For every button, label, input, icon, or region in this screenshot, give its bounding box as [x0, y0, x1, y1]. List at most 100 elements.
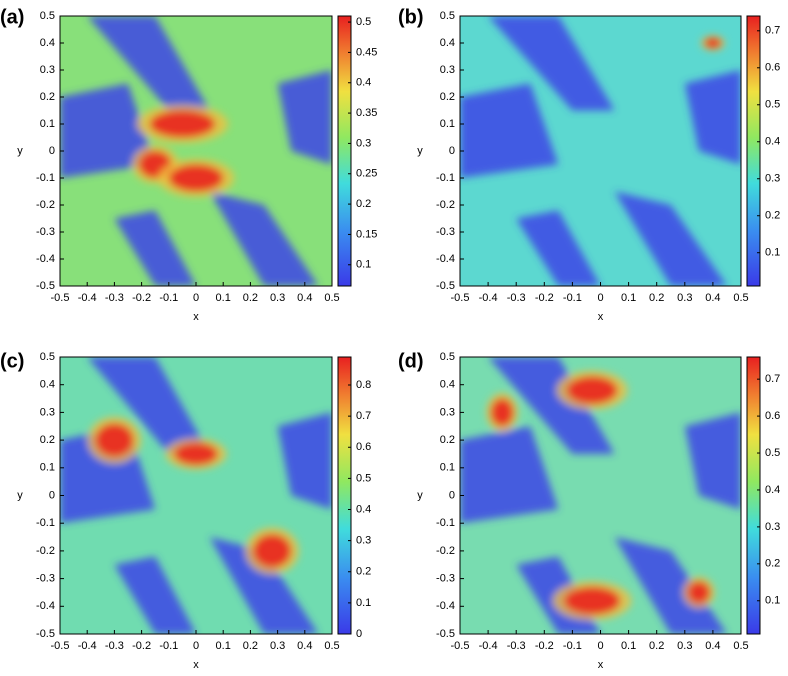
panel: -0.5 -0.4 -0.3 -0.2 -0.1 0 0.1 0.2 0.3 0.4 0.5 -0.5… [398, 350, 780, 671]
x-tick-label: 0.2 [243, 640, 258, 652]
y-tick-label: 0.3 [40, 64, 55, 76]
colorbar-tick-label: 0.1 [765, 595, 780, 607]
field-high [174, 442, 218, 466]
y-tick-label: 0.5 [40, 351, 55, 363]
field-low [684, 70, 741, 165]
x-tick-label: 0.4 [705, 292, 720, 304]
y-tick-label: -0.4 [36, 600, 55, 612]
y-tick-label: 0 [49, 489, 55, 501]
y-tick-label: 0.4 [440, 379, 455, 391]
field [460, 357, 741, 634]
y-tick-label: -0.3 [36, 226, 55, 238]
x-tick-label: -0.2 [132, 292, 151, 304]
x-tick-label: 0.5 [733, 292, 748, 304]
y-tick-label: 0.2 [440, 91, 455, 103]
y-tick-label: -0.2 [436, 545, 455, 557]
y-tick-label: 0.1 [440, 118, 455, 130]
field-low [460, 426, 559, 524]
y-tick-label: 0 [49, 145, 55, 157]
y-tick-label: -0.4 [436, 253, 455, 265]
panel-label: (b) [398, 6, 424, 28]
y-tick-label: 0.3 [440, 406, 455, 418]
field [460, 16, 741, 286]
x-tick-label: -0.5 [51, 640, 70, 652]
x-tick-label: 0.2 [649, 640, 664, 652]
field-blur [60, 16, 332, 286]
panel: -0.5 -0.4 -0.3 -0.2 -0.1 0 0.1 0.2 0.3 0.4 0.5 -0.5… [0, 6, 377, 323]
y-tick-label: 0.3 [40, 406, 55, 418]
x-tick-label: -0.2 [535, 640, 554, 652]
field-high [687, 581, 711, 604]
colorbar-tick-label: 0.4 [765, 136, 780, 148]
x-tick-label: 0.3 [677, 640, 692, 652]
x-tick-label: 0.5 [324, 640, 339, 652]
x-tick-label: -0.4 [479, 292, 498, 304]
field-blur [60, 357, 332, 634]
x-tick-label: 0.3 [677, 292, 692, 304]
colorbar-tick-label: 0.8 [356, 379, 371, 391]
colorbar-tick-label: 0.35 [356, 107, 377, 119]
colorbar-tick-label: 0.6 [356, 441, 371, 453]
x-tick-label: 0.1 [216, 640, 231, 652]
colorbar-tick-label: 0.3 [765, 173, 780, 185]
field-blur [460, 16, 741, 286]
x-axis-label: x [598, 659, 604, 671]
field-high [149, 110, 216, 138]
colorbar-tick-label: 0.2 [765, 210, 780, 222]
y-tick-label: -0.3 [436, 573, 455, 585]
field-high [566, 376, 618, 405]
field-low [614, 537, 727, 634]
colorbar-tick-label: 0.45 [356, 46, 377, 58]
y-tick-label: -0.2 [436, 199, 455, 211]
x-tick-label: -0.3 [507, 292, 526, 304]
field-low [488, 16, 615, 111]
colorbar-tick-label: 0.5 [356, 16, 371, 28]
field-low [488, 357, 615, 454]
y-axis-label: y [17, 145, 23, 157]
x-tick-label: 0.2 [243, 292, 258, 304]
field [60, 16, 332, 286]
colorbar-tick-label: 0.6 [765, 62, 780, 74]
x-tick-label: 0.4 [705, 640, 720, 652]
y-tick-label: 0.3 [440, 64, 455, 76]
x-tick-label: -0.2 [132, 640, 151, 652]
colorbar-tick-label: 0 [356, 628, 362, 640]
x-tick-label: 0.2 [649, 292, 664, 304]
colorbar-tick-label: 0.6 [765, 410, 780, 422]
x-tick-label: 0.3 [270, 640, 285, 652]
x-tick-label: 0.1 [621, 640, 636, 652]
y-tick-label: -0.3 [36, 573, 55, 585]
y-tick-label: 0.5 [440, 10, 455, 22]
y-tick-label: 0 [449, 145, 455, 157]
y-tick-label: -0.1 [36, 172, 55, 184]
y-tick-label: 0.4 [40, 37, 55, 49]
colorbar [746, 356, 761, 635]
y-tick-label: -0.5 [36, 280, 55, 292]
y-tick-label: -0.3 [436, 226, 455, 238]
x-axis-label: x [193, 659, 199, 671]
field [60, 357, 332, 634]
x-tick-label: 0.4 [297, 292, 312, 304]
y-tick-label: 0.4 [440, 37, 455, 49]
colorbar-tick-label: 0.2 [356, 198, 371, 210]
x-tick-label: 0.1 [216, 292, 231, 304]
colorbar-tick-label: 0.5 [356, 472, 371, 484]
y-tick-label: -0.5 [436, 628, 455, 640]
y-tick-label: 0.4 [40, 379, 55, 391]
x-tick-label: 0.4 [297, 640, 312, 652]
y-tick-label: -0.2 [36, 545, 55, 557]
field-low [516, 210, 601, 286]
panel-label: (a) [0, 6, 24, 28]
colorbar-tick-label: 0.3 [356, 535, 371, 547]
y-tick-label: -0.1 [36, 517, 55, 529]
x-tick-label: -0.1 [563, 640, 582, 652]
panel-label: (c) [0, 350, 24, 372]
field-low [60, 83, 156, 178]
colorbar-tick-label: 0.4 [356, 77, 371, 89]
x-tick-label: 0 [597, 292, 603, 304]
x-tick-label: -0.4 [78, 292, 97, 304]
x-tick-label: -0.4 [479, 640, 498, 652]
field-high [95, 423, 134, 457]
x-tick-label: 0.5 [324, 292, 339, 304]
